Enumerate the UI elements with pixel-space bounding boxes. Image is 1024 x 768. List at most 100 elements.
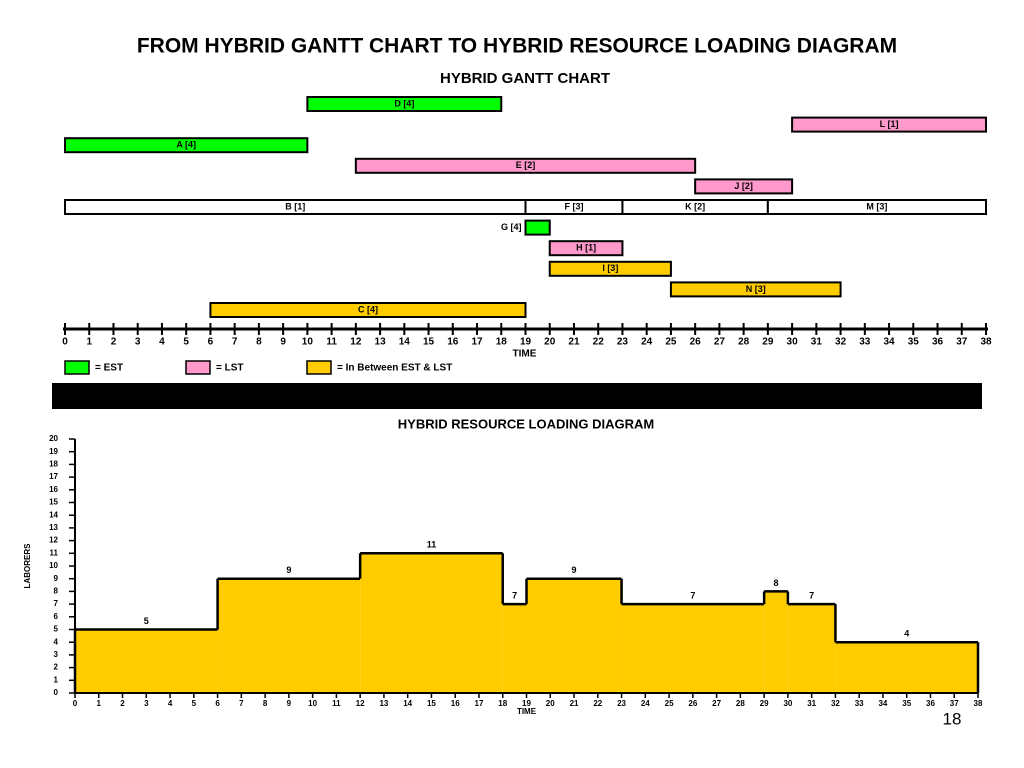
x-tick-label: 22 (593, 699, 602, 708)
legend-swatch (306, 360, 332, 375)
x-tick-label: 26 (690, 337, 702, 348)
task-label: G [4] (501, 222, 522, 232)
x-tick-label: 23 (617, 699, 626, 708)
legend-swatch (64, 360, 90, 375)
x-tick-label: 28 (736, 699, 745, 708)
x-tick-label: 27 (714, 337, 726, 348)
legend-label: = LST (216, 363, 244, 374)
x-tick-label: 38 (974, 699, 983, 708)
x-tick-label: 0 (62, 337, 68, 348)
x-tick-label: 16 (451, 699, 460, 708)
task-label: H [1] (576, 243, 596, 253)
x-tick-label: 12 (350, 337, 362, 348)
x-tick-label: 25 (665, 337, 677, 348)
x-tick-label: 27 (712, 699, 721, 708)
x-tick-label: 36 (932, 337, 944, 348)
load-bar (360, 553, 503, 693)
x-tick-label: 30 (787, 337, 799, 348)
x-tick-label: 35 (902, 699, 911, 708)
x-tick-label: 19 (522, 699, 531, 708)
x-tick-label: 18 (496, 337, 508, 348)
x-tick-label: 26 (688, 699, 697, 708)
gantt-title: HYBRID GANTT CHART (440, 70, 610, 87)
x-tick-label: 31 (811, 337, 823, 348)
task-label: J [2] (734, 181, 753, 191)
x-tick-label: 23 (617, 337, 629, 348)
x-tick-label: 6 (208, 337, 214, 348)
x-tick-label: 2 (111, 337, 117, 348)
y-tick-label: 11 (50, 548, 59, 557)
x-tick-label: 3 (144, 699, 149, 708)
x-tick-label: 29 (762, 337, 774, 348)
y-tick-label: 4 (54, 637, 59, 646)
x-tick-label: 13 (375, 337, 387, 348)
task-bar (306, 96, 503, 112)
page-number: 18 (943, 709, 962, 728)
x-tick-label: 0 (73, 699, 78, 708)
y-tick-label: 19 (49, 447, 58, 456)
x-tick-label: 10 (308, 699, 317, 708)
x-tick-label: 22 (593, 337, 605, 348)
x-tick-label: 10 (302, 337, 314, 348)
x-tick-label: 7 (232, 337, 238, 348)
x-tick-label: 25 (665, 699, 674, 708)
x-tick-label: 19 (520, 337, 532, 348)
legend-swatch (185, 360, 211, 375)
y-tick-label: 18 (49, 460, 58, 469)
y-tick-label: 14 (49, 510, 58, 519)
value-label: 11 (427, 540, 437, 550)
y-tick-label: 5 (54, 625, 59, 634)
task-bar (64, 137, 309, 154)
legend-label: = In Between EST & LST (337, 363, 452, 374)
x-tick-label: 24 (641, 337, 653, 348)
task-label: I [3] (602, 263, 618, 273)
task-bar (524, 219, 551, 236)
value-label: 7 (809, 590, 814, 600)
x-tick-label: 24 (641, 699, 650, 708)
x-tick-label: 7 (239, 699, 244, 708)
load-bar (787, 604, 836, 693)
load-bar (217, 578, 361, 693)
load-bar (621, 604, 765, 693)
value-label: 7 (512, 590, 517, 600)
load-bar (764, 591, 788, 693)
x-tick-label: 6 (215, 699, 220, 708)
x-tick-label: 33 (855, 699, 864, 708)
task-label: A [4] (176, 140, 196, 150)
task-label: D [4] (394, 98, 414, 108)
resource-title: HYBRID RESOURCE LOADING DIAGRAM (398, 416, 654, 431)
x-tick-label: 31 (807, 699, 816, 708)
y-tick-label: 13 (49, 523, 58, 532)
task-label: L [1] (880, 119, 899, 129)
x-tick-label: 11 (332, 699, 341, 708)
x-tick-label: 29 (760, 699, 769, 708)
task-bar (766, 199, 987, 215)
divider-bar (52, 383, 982, 409)
task-label: M [3] (866, 201, 887, 211)
y-tick-label: 1 (54, 675, 59, 684)
x-tick-label: 15 (427, 699, 436, 708)
x-tick-label: 38 (980, 337, 992, 348)
load-bar (75, 629, 218, 693)
task-label: N [3] (746, 284, 766, 294)
y-tick-label: 16 (49, 485, 58, 494)
x-tick-label: 37 (956, 337, 968, 348)
x-tick-label: 34 (883, 337, 895, 348)
load-bar (526, 578, 622, 693)
y-tick-label: 0 (54, 688, 59, 697)
y-tick-label: 6 (54, 612, 59, 621)
x-tick-label: 21 (568, 337, 580, 348)
x-tick-label: 37 (950, 699, 959, 708)
x-tick-label: 14 (403, 699, 412, 708)
y-tick-label: 15 (49, 498, 58, 507)
x-tick-label: 1 (97, 699, 102, 708)
x-tick-label: 14 (399, 337, 411, 348)
x-tick-label: 2 (120, 699, 125, 708)
x-tick-label: 15 (423, 337, 435, 348)
x-tick-label: 17 (475, 699, 484, 708)
x-tick-label: 20 (544, 337, 556, 348)
task-label: F [3] (564, 201, 583, 211)
y-tick-label: 7 (54, 599, 59, 608)
task-bar (354, 157, 697, 174)
y-tick-label: 2 (54, 663, 59, 672)
